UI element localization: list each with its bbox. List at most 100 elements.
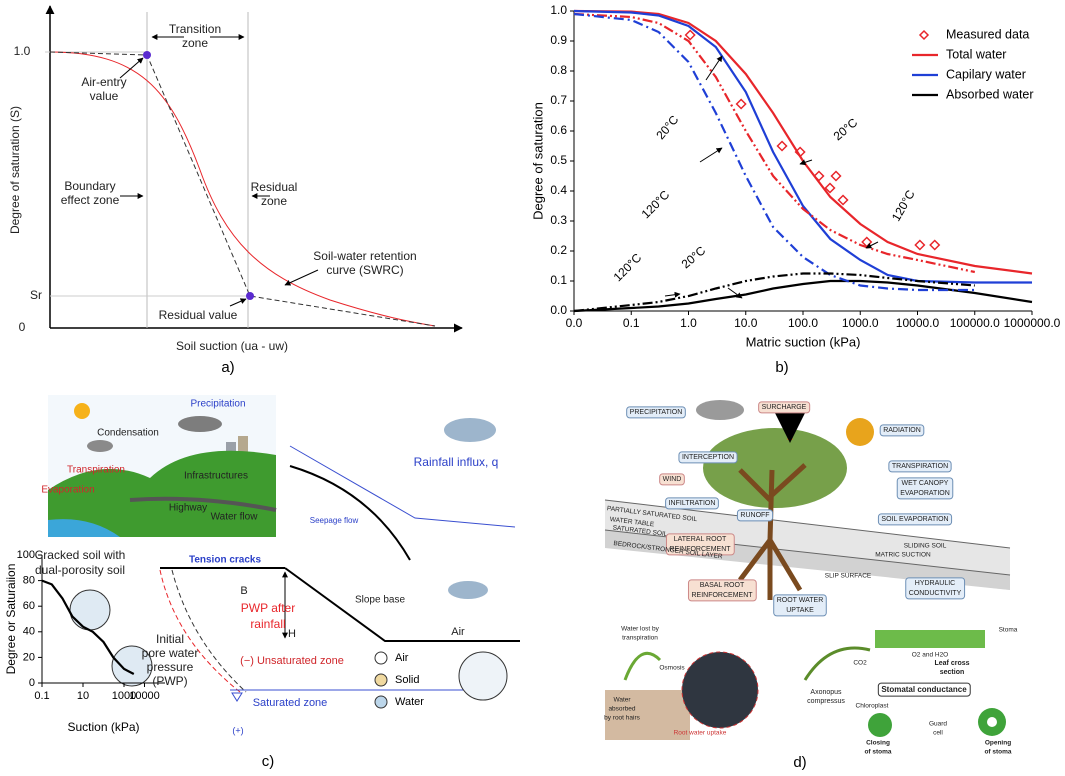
legend-marker bbox=[918, 29, 930, 41]
label-box bbox=[877, 682, 971, 697]
soil-pores bbox=[681, 651, 759, 729]
annotation-arrow bbox=[664, 291, 681, 298]
label: SURCHARGE bbox=[762, 404, 807, 411]
label: EVAPORATION bbox=[900, 490, 950, 497]
x-tick-label: 1000 bbox=[112, 690, 136, 702]
label: Evaporation bbox=[41, 485, 94, 496]
y-tick-label: 0.1 bbox=[550, 273, 567, 287]
label-box bbox=[758, 401, 811, 414]
label: RUNOFF bbox=[740, 512, 769, 519]
y-tick-label: 0.6 bbox=[550, 123, 567, 137]
stoma-closed bbox=[868, 713, 892, 737]
series-line bbox=[41, 579, 135, 675]
panel-label: a) bbox=[221, 359, 234, 376]
tree bbox=[738, 463, 807, 600]
x-tick-label: 1000000.0 bbox=[1004, 316, 1061, 330]
series-line bbox=[573, 272, 975, 313]
label: HYDRAULIC bbox=[915, 580, 955, 587]
legend-water bbox=[374, 695, 388, 709]
bilinear-curve bbox=[49, 51, 436, 327]
legend-label: Absorbed water bbox=[946, 87, 1034, 101]
label: RADIATION bbox=[883, 427, 921, 434]
legend-label: Air bbox=[395, 652, 409, 664]
soil-sample bbox=[111, 645, 153, 687]
label: ROOT WATER bbox=[777, 597, 824, 604]
x-tick-label: 10000 bbox=[129, 690, 160, 702]
label: O2 and H2O bbox=[912, 652, 949, 659]
label: zone bbox=[182, 36, 208, 50]
y-tick-label: 40 bbox=[23, 626, 35, 638]
label: rainfall bbox=[250, 617, 285, 631]
label: Axonopus bbox=[810, 689, 842, 696]
x-axis-label: Matric suction (kPa) bbox=[746, 334, 861, 349]
highway bbox=[129, 496, 277, 512]
y-tick-label: 0 bbox=[29, 677, 35, 689]
y-axis-label: Degree of saturation bbox=[530, 102, 545, 220]
pwp-after bbox=[159, 569, 241, 693]
label: section bbox=[940, 669, 965, 676]
slope bbox=[289, 465, 411, 561]
label: Condensation bbox=[97, 428, 159, 439]
cloud bbox=[448, 581, 488, 599]
water-line bbox=[289, 445, 516, 528]
y-tick-label: 100 bbox=[17, 549, 35, 561]
label: dual-porosity soil bbox=[35, 563, 125, 577]
y-tick-label: 0.7 bbox=[550, 93, 567, 107]
label: Water flow bbox=[211, 512, 259, 523]
label-box bbox=[879, 424, 925, 437]
label: absorbed bbox=[608, 706, 635, 713]
label-box bbox=[687, 579, 757, 602]
label: Tension cracks bbox=[189, 555, 262, 566]
series-line bbox=[573, 12, 975, 292]
label: TRANSPIRATION bbox=[892, 463, 948, 470]
series-line bbox=[573, 9, 1032, 284]
data-point bbox=[824, 182, 836, 194]
data-point bbox=[684, 29, 696, 41]
y-axis-label: Degree or Saturaiion bbox=[4, 564, 18, 675]
label-box bbox=[905, 577, 966, 600]
label: Precipitation bbox=[190, 399, 245, 410]
air-entry-point bbox=[143, 51, 151, 59]
label: Transpiration bbox=[67, 465, 125, 476]
label: Stoma bbox=[999, 627, 1018, 634]
label: WIND bbox=[663, 476, 682, 483]
label: H bbox=[288, 628, 296, 640]
label-box bbox=[896, 477, 954, 500]
cloud bbox=[178, 416, 222, 432]
x-tick-label: 1000.0 bbox=[842, 316, 879, 330]
stoma-pore bbox=[987, 717, 997, 727]
label: Degree of saturation (S) bbox=[8, 106, 22, 234]
data-point bbox=[830, 170, 842, 182]
y-tick-label: 0.3 bbox=[550, 213, 567, 227]
label: 0 bbox=[19, 320, 26, 334]
panel-label: d) bbox=[793, 754, 806, 771]
x-tick-label: 100000.0 bbox=[950, 316, 1000, 330]
soil-sample bbox=[69, 589, 111, 631]
x-tick-label: 10 bbox=[77, 690, 89, 702]
label-box bbox=[626, 406, 686, 419]
x-tick-label: 0.1 bbox=[623, 316, 640, 330]
annotation: 120°C bbox=[889, 187, 918, 223]
grass bbox=[803, 646, 871, 681]
label: of stoma bbox=[984, 749, 1011, 756]
slope bbox=[284, 567, 520, 642]
cloud bbox=[87, 440, 113, 452]
label: Opening bbox=[985, 740, 1011, 747]
y-tick-label: 1.0 bbox=[550, 3, 567, 17]
label: Residual bbox=[251, 180, 298, 194]
arrow bbox=[284, 269, 319, 286]
label: compressus bbox=[807, 698, 845, 705]
legend-label: Total water bbox=[946, 47, 1006, 61]
label: INFILTRATION bbox=[669, 500, 716, 507]
label: value bbox=[90, 89, 119, 103]
label: by root hairs bbox=[604, 715, 641, 722]
label: SLIDING SOIL bbox=[904, 543, 947, 550]
label-box bbox=[773, 594, 827, 617]
annotation: 120°C bbox=[639, 187, 673, 221]
hills bbox=[48, 450, 276, 537]
series-line bbox=[573, 9, 1033, 275]
sun bbox=[846, 418, 874, 446]
label: INTERCEPTION bbox=[682, 454, 734, 461]
label: pore water bbox=[142, 646, 199, 660]
